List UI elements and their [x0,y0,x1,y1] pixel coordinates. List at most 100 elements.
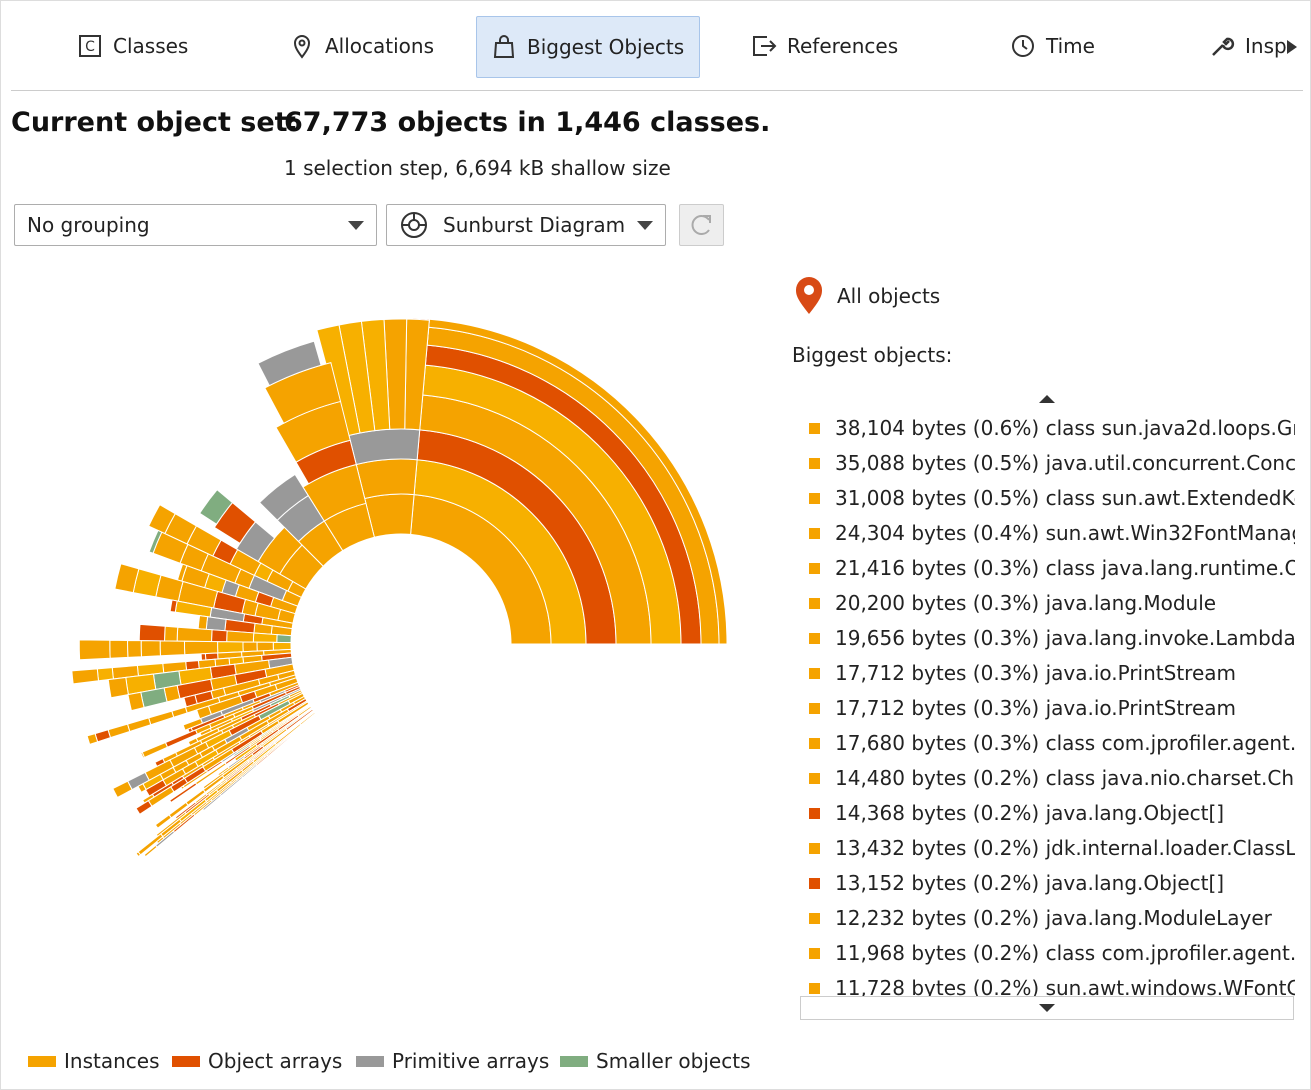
icon [691,215,711,235]
list-item: 31,008 bytes (0.5%) class sun.awt.Extend… [809,486,1295,510]
sunburst-segment [71,668,100,685]
legend-entry: Object arrays [172,1049,342,1073]
sunburst-segment [107,723,131,739]
tab[interactable]: Allocations [277,16,469,76]
sunburst-segment [226,630,255,643]
sunburst-segment [159,640,186,657]
list-item: 14,480 bytes (0.2%) class java.nio.chars… [809,766,1295,790]
scroll-up[interactable] [1039,394,1055,404]
legend-swatch [560,1055,588,1067]
sunburst-segment [276,634,292,644]
sunburst-segment [154,814,172,829]
scroll-down[interactable] [800,996,1294,1020]
item-text: 21,416 bytes (0.3%) class java.lang.runt… [835,556,1295,580]
scroll-right[interactable] [1285,39,1299,55]
bullet [809,772,820,784]
icon [753,36,777,56]
item-text: 24,304 bytes (0.4%) sun.awt.Win32FontMan… [835,521,1295,545]
header-title: Current object set: [11,107,299,138]
grouping-dropdown[interactable]: No grouping [14,204,377,246]
sunburst-segment [348,428,421,466]
bullet [809,807,820,819]
sunburst-segment [168,782,198,804]
bullet [809,597,820,609]
sunburst-segment [126,717,152,733]
sunburst-segment [148,710,175,726]
list-item: 35,088 bytes (0.5%) java.util.concurrent… [809,451,1295,475]
object-list: 38,104 bytes (0.6%) class sun.java2d.loo… [801,411,1295,996]
sunburst-segment [180,785,186,790]
item-text: 38,104 bytes (0.6%) class sun.java2d.loo… [835,416,1295,440]
sunburst-segment [114,563,140,594]
legend-entry: Primitive arrays [356,1049,549,1073]
list-item: 11,968 bytes (0.2%) class com.jprofiler.… [809,941,1295,965]
item-text: 13,152 bytes (0.2%) java.lang.Object[] [835,871,1225,895]
dropdown-arrow [637,221,653,230]
item-text: 11,968 bytes (0.2%) class com.jprofiler.… [835,941,1295,965]
separator [11,90,1303,91]
legend-entry: Smaller objects [560,1049,750,1073]
item-text: 20,200 bytes (0.3%) java.lang.Module [835,591,1217,615]
sunburst-segment [86,732,99,745]
header-subtitle: 1 selection step, 6,694 kB shallow size [284,156,671,180]
list-item: 19,656 bytes (0.3%) java.lang.invoke.Lam… [809,626,1295,650]
item-text: 12,232 bytes (0.2%) java.lang.ModuleLaye… [835,906,1272,930]
sunburst-segment [355,458,418,500]
legend-label: Primitive arrays [392,1049,550,1073]
item-text: 19,656 bytes (0.3%) java.lang.invoke.Lam… [835,626,1295,650]
bullet [809,702,820,714]
tab-label: Classes [113,34,189,58]
sunburst-segment [252,632,278,643]
bullet [809,562,820,574]
legend-label: Instances [64,1049,160,1073]
tab[interactable]: Time [998,16,1140,76]
sunburst-segment [148,529,163,554]
list-item: 21,416 bytes (0.3%) class java.lang.runt… [809,556,1295,580]
item-text: 17,712 bytes (0.3%) java.io.PrintStream [835,696,1236,720]
tab[interactable]: References [739,16,931,76]
sunburst-diagram [71,317,728,858]
sunburst-segment [178,798,208,823]
bullet [809,422,820,434]
icon [493,35,515,58]
sunburst-segment [135,799,153,815]
tab-label: References [787,34,899,58]
dropdown-text: Sunburst Diagram [443,213,626,237]
export-button[interactable] [679,204,724,246]
item-text: 17,680 bytes (0.3%) class com.jprofiler.… [835,731,1295,755]
bullet [809,842,820,854]
list-item: 12,232 bytes (0.2%) java.lang.ModuleLaye… [809,906,1272,930]
sunburst-segment [202,793,223,812]
tab[interactable]: Insp [1199,16,1299,76]
legend-entry: Instances [28,1049,160,1073]
list-item: 20,200 bytes (0.3%) java.lang.Module [809,591,1216,615]
sunburst-segment [169,599,178,613]
view-dropdown[interactable]: Sunburst Diagram [386,204,666,246]
list-item: 14,368 bytes (0.2%) java.lang.Object[] [809,801,1224,825]
sunburst-segment [176,626,213,643]
sunburst-segment [205,616,227,632]
tab[interactable]: C Classes [65,16,227,76]
bullet [809,982,820,994]
location-icon [796,277,822,314]
dropdown-text: No grouping [27,213,150,237]
sunburst-segment [109,639,129,659]
sunburst-segment [164,625,179,642]
legend-label: Smaller objects [596,1049,751,1073]
item-text: 31,008 bytes (0.5%) class sun.awt.Extend… [835,486,1295,510]
bullet [809,527,820,539]
sunburst-segment [197,615,209,630]
list-item: 17,712 bytes (0.3%) java.io.PrintStream [809,661,1236,685]
legend-swatch [356,1055,384,1067]
bullet [809,667,820,679]
tab-selected[interactable]: Biggest Objects [476,16,700,78]
sunburst-segment [217,641,244,654]
item-text: 13,432 bytes (0.2%) jdk.internal.loader.… [835,836,1295,860]
icon [401,212,427,238]
item-text: 35,088 bytes (0.5%) java.util.concurrent… [835,451,1295,475]
sunburst-segment [143,844,158,858]
tab-label: Insp [1245,34,1287,58]
item-text: 11,728 bytes (0.2%) sun.awt.windows.WFon… [835,976,1295,996]
list-item: 17,712 bytes (0.3%) java.io.PrintStream [809,696,1236,720]
